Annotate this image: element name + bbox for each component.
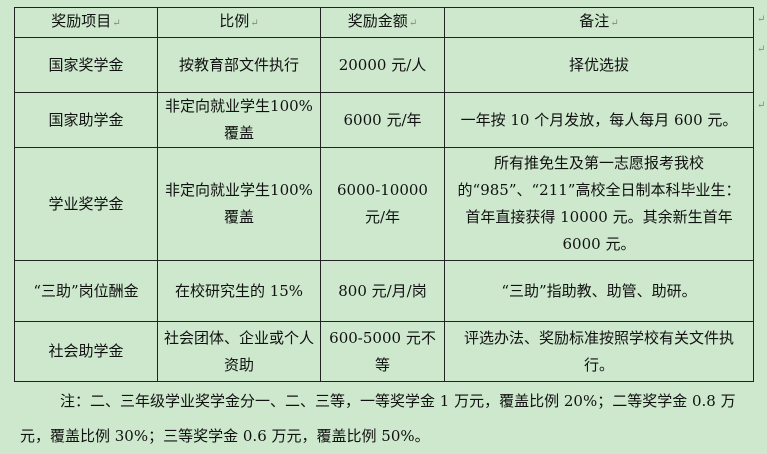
header-text: 奖励项目 [51, 12, 112, 30]
header-text: 奖励金额 [347, 12, 408, 30]
table-cell: 600-5000 元不等 [320, 321, 445, 382]
table-cell: 社会团体、企业或个人资助 [157, 321, 321, 382]
table-row: 国家奖学金 按教育部文件执行 20000 元/人 择优选拔 [14, 37, 754, 93]
table-cell: 6000 元/年 [320, 92, 445, 148]
table-cell: 非定向就业学生100%覆盖 [157, 147, 321, 261]
table-header-row: 奖励项目↵ 比例↵ 奖励金额↵ 备注↵ [14, 7, 754, 38]
row-end-mark: ↵ [757, 14, 766, 25]
header-text: 比例 [219, 12, 250, 30]
table-cell: 国家奖学金 [14, 37, 158, 93]
header-cell: 奖励项目↵ [14, 7, 158, 38]
table-row: 国家助学金 非定向就业学生100%覆盖 6000 元/年 一年按 10 个月发放… [14, 92, 754, 148]
table-cell: 6000-10000 元/年 [320, 147, 445, 261]
header-cell: 比例↵ [157, 7, 321, 38]
paragraph-mark: ↵ [250, 18, 259, 29]
table-cell: 一年按 10 个月发放，每人每月 600 元。 [444, 92, 754, 148]
table-cell: 在校研究生的 15% [157, 260, 321, 322]
table-cell: 社会助学金 [14, 321, 158, 382]
row-end-mark: ↵ [757, 44, 766, 55]
table-cell: 800 元/月/岗 [320, 260, 445, 322]
table-row: 社会助学金 社会团体、企业或个人资助 600-5000 元不等 评选办法、奖励标… [14, 321, 754, 382]
scholarship-table: 奖励项目↵ 比例↵ 奖励金额↵ 备注↵ 国家奖学金 按教育部文件执行 20000… [14, 7, 754, 382]
table-row: 学业奖学金 非定向就业学生100%覆盖 6000-10000 元/年 所有推免生… [14, 147, 754, 261]
table-cell: 非定向就业学生100%覆盖 [157, 92, 321, 148]
header-cell: 备注↵ [444, 7, 754, 38]
header-text: 备注 [579, 12, 610, 30]
table-cell: 评选办法、奖励标准按照学校有关文件执行。 [444, 321, 754, 382]
table-cell: “三助”岗位酬金 [14, 260, 158, 322]
table-row: “三助”岗位酬金 在校研究生的 15% 800 元/月/岗 “三助”指助教、助管… [14, 260, 754, 322]
table-cell: 国家助学金 [14, 92, 158, 148]
footnote: 注：二、三年级学业奖学金分一、二、三等，一等奖学金 1 万元，覆盖比例 20%；… [20, 392, 736, 445]
table-cell: 所有推免生及第一志愿报考我校的“985”、“211”高校全日制本科毕业生：首年直… [444, 147, 754, 261]
table-cell: 按教育部文件执行 [157, 37, 321, 93]
paragraph-mark: ↵ [408, 18, 418, 29]
table-cell: 择优选拔 [444, 37, 754, 93]
header-cell: 奖励金额↵ [320, 7, 445, 38]
table-cell: “三助”指助教、助管、助研。 [444, 260, 754, 322]
row-end-mark: ↵ [757, 100, 766, 111]
table-cell: 20000 元/人 [320, 37, 445, 93]
table-cell: 学业奖学金 [14, 147, 158, 261]
paragraph-mark: ↵ [610, 18, 619, 29]
paragraph-mark: ↵ [112, 18, 121, 29]
